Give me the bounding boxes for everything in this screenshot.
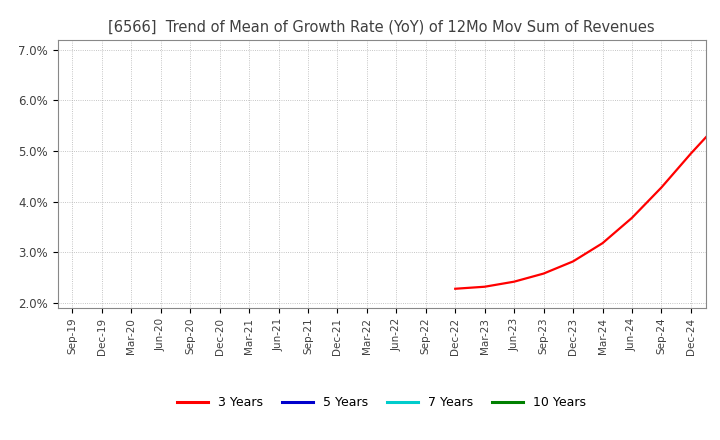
Legend: 3 Years, 5 Years, 7 Years, 10 Years: 3 Years, 5 Years, 7 Years, 10 Years	[172, 392, 591, 414]
Title: [6566]  Trend of Mean of Growth Rate (YoY) of 12Mo Mov Sum of Revenues: [6566] Trend of Mean of Growth Rate (YoY…	[108, 19, 655, 34]
